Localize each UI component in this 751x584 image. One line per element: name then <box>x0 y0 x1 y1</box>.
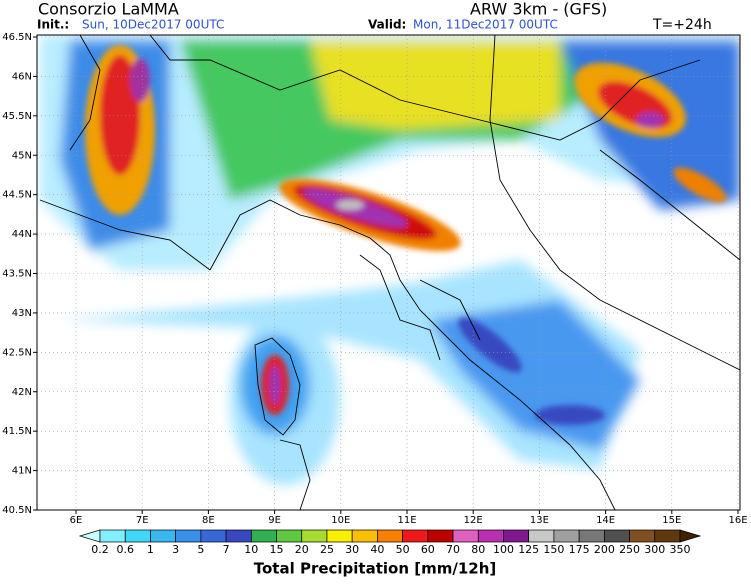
colorbar-label: 125 <box>518 543 539 556</box>
colorbar-label: 0.2 <box>91 543 109 556</box>
colorbar-label: 20 <box>295 543 309 556</box>
colorbar-swatch <box>402 529 429 543</box>
lat-label: 45.5N <box>2 111 32 122</box>
colorbar-arrow <box>78 529 101 543</box>
colorbar-label: 250 <box>619 543 640 556</box>
colorbar-swatch <box>276 529 303 543</box>
colorbar: 0.2 0.6 1 3 5 7 10 15 20 25 30 40 50 60 70 80 100 125 150 1… <box>78 529 702 556</box>
colorbar-swatch <box>250 529 277 543</box>
colorbar-swatch <box>654 529 681 543</box>
colorbar-swatch <box>377 529 403 543</box>
colorbar-label: 80 <box>471 543 485 556</box>
title: Consorzio LaMMA <box>38 0 179 19</box>
colorbar-swatch <box>175 529 202 543</box>
valid-label: Valid: <box>368 18 406 32</box>
lon-label: 7E <box>136 515 149 526</box>
colorbar-swatch <box>603 529 630 543</box>
colorbar-label: 175 <box>569 543 590 556</box>
colorbar-label: 70 <box>446 543 460 556</box>
colorbar-swatch <box>528 529 555 543</box>
colorbar-label: 3 <box>172 543 179 556</box>
colorbar-label: 150 <box>543 543 564 556</box>
colorbar-swatch <box>578 529 605 543</box>
forecast-step: T=+24h <box>652 17 712 33</box>
colorbar-swatch <box>452 529 479 543</box>
lon-label: 6E <box>70 515 83 526</box>
colorbar-swatch <box>150 529 177 543</box>
lon-label: 13E <box>530 515 549 526</box>
colorbar-label: 100 <box>493 543 514 556</box>
colorbar-title: Total Precipitation [mm/12h] <box>254 560 497 578</box>
colorbar-swatch <box>553 529 580 543</box>
colorbar-label: 7 <box>223 543 230 556</box>
lat-label: 46N <box>12 71 32 82</box>
colorbar-label: 10 <box>244 543 258 556</box>
colorbar-label: 40 <box>370 543 384 556</box>
lon-label: 8E <box>202 515 215 526</box>
lat-label: 44N <box>12 229 32 240</box>
colorbar-swatch <box>477 529 504 543</box>
colorbar-label: 5 <box>197 543 204 556</box>
lon-label: 11E <box>397 515 416 526</box>
colorbar-label: 30 <box>345 543 359 556</box>
lon-label: 16E <box>728 515 747 526</box>
lon-label: 10E <box>331 515 350 526</box>
colorbar-swatch <box>225 529 252 543</box>
colorbar-swatch <box>427 529 454 543</box>
lon-label: 9E <box>268 515 281 526</box>
colorbar-swatch <box>200 529 227 543</box>
colorbar-swatch <box>124 529 151 543</box>
lat-label: 41N <box>12 466 32 477</box>
colorbar-label: 300 <box>644 543 665 556</box>
init-label: Init.: <box>37 18 69 32</box>
colorbar-label: 350 <box>670 543 691 556</box>
colorbar-label: 25 <box>320 543 334 556</box>
colorbar-swatch <box>629 529 656 543</box>
lat-label: 40.5N <box>2 505 32 516</box>
colorbar-label: 50 <box>396 543 410 556</box>
colorbar-label: 15 <box>270 543 284 556</box>
valid-value: Mon, 11Dec2017 00UTC <box>413 18 558 32</box>
lat-label: 43N <box>12 308 32 319</box>
colorbar-swatch <box>503 529 530 543</box>
coastlines <box>39 35 740 510</box>
lat-label: 43.5N <box>2 269 32 280</box>
lat-label: 44.5N <box>2 190 32 201</box>
colorbar-swatch <box>351 529 378 543</box>
colorbar-label: 200 <box>594 543 615 556</box>
init-value: Sun, 10Dec2017 00UTC <box>82 18 224 32</box>
lat-label: 46.5N <box>2 32 32 43</box>
colorbar-swatch <box>99 529 126 543</box>
colorbar-swatch <box>301 529 328 543</box>
precip-field <box>40 35 740 485</box>
colorbar-label: 60 <box>421 543 435 556</box>
colorbar-label: 1 <box>147 543 154 556</box>
colorbar-arrow <box>679 529 702 543</box>
lon-label: 14E <box>596 515 615 526</box>
colorbar-label: 0.6 <box>116 543 134 556</box>
colorbar-swatch <box>326 529 353 543</box>
lat-label: 41.5N <box>2 426 32 437</box>
lon-label: 12E <box>464 515 483 526</box>
lat-label: 42.5N <box>2 347 32 358</box>
lon-label: 15E <box>662 515 681 526</box>
model: ARW 3km - (GFS) <box>470 0 607 19</box>
lat-label: 42N <box>12 387 32 398</box>
map-frame <box>36 34 741 511</box>
lat-label: 45N <box>12 150 32 161</box>
